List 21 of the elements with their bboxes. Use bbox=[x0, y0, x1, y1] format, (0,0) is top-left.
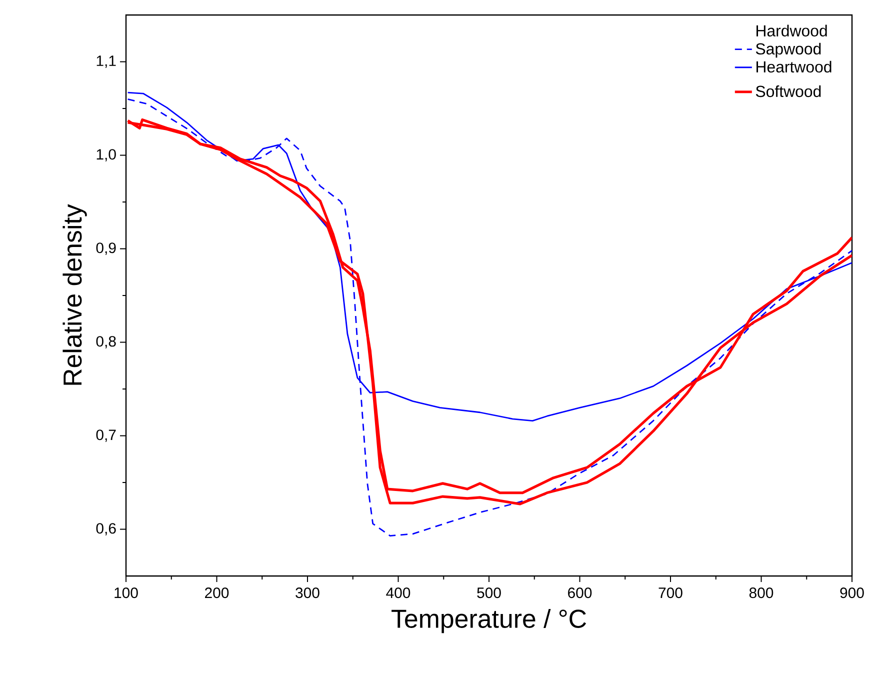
legend-title: Hardwood bbox=[756, 24, 827, 36]
x-tick-label: 800 bbox=[749, 588, 774, 598]
legend-label: Softwood bbox=[756, 85, 821, 98]
legend-label: Sapwood bbox=[756, 42, 821, 58]
y-axis-title: Relative density bbox=[62, 204, 87, 385]
x-tick-label: 900 bbox=[840, 588, 864, 598]
y-tick-label: 0,9 bbox=[96, 242, 116, 255]
x-tick-label: 500 bbox=[477, 588, 501, 598]
x-tick-label: 200 bbox=[205, 588, 229, 598]
y-tick-label: 1,1 bbox=[96, 56, 116, 68]
x-tick-label: 600 bbox=[568, 588, 592, 598]
x-tick-label: 300 bbox=[296, 588, 320, 598]
legend-label: Heartwood bbox=[756, 60, 832, 73]
y-tick-label: 0,8 bbox=[96, 336, 116, 348]
y-tick-label: 1,0 bbox=[96, 149, 116, 162]
x-tick-label: 400 bbox=[386, 588, 410, 598]
y-tick-label: 0,7 bbox=[96, 430, 116, 442]
x-axis-title: Temperature / °C bbox=[392, 608, 586, 634]
x-tick-label: 700 bbox=[658, 588, 682, 598]
x-tick-label: 100 bbox=[114, 588, 138, 598]
y-tick-label: 0,6 bbox=[96, 523, 116, 536]
